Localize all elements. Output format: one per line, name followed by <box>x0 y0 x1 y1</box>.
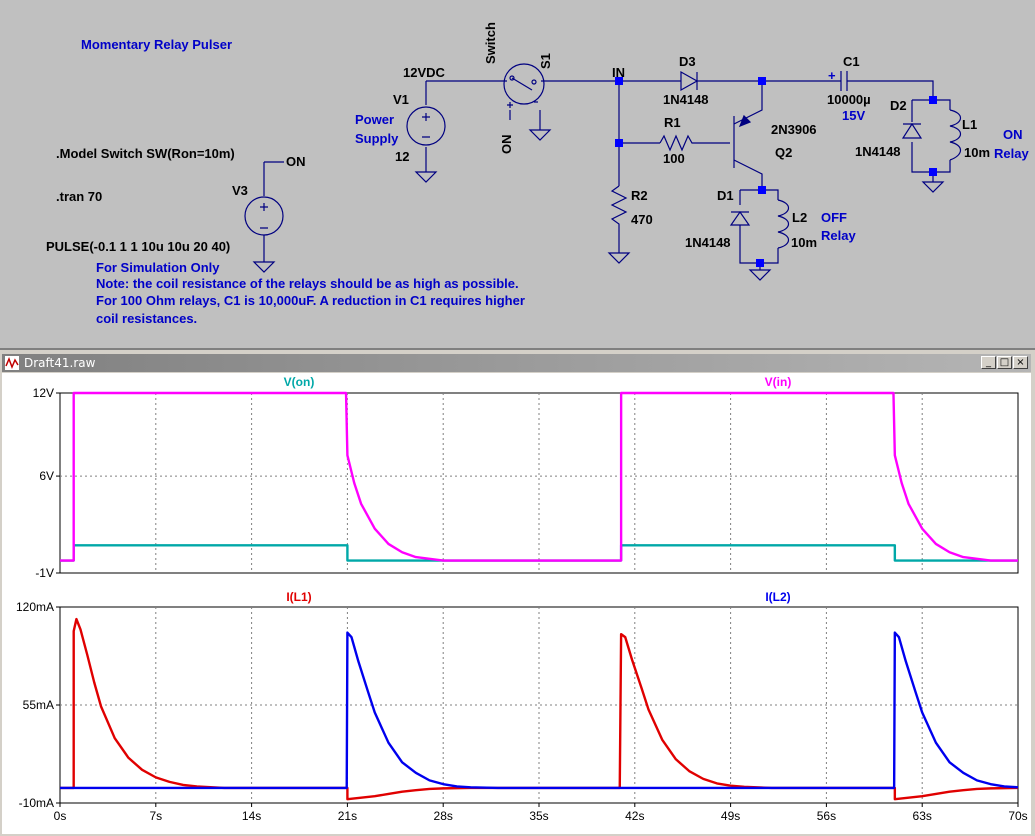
v3-source-icon[interactable] <box>244 196 284 236</box>
trace-legend-label[interactable]: V(on) <box>284 375 315 389</box>
plot-pane-voltage[interactable]: 12V 6V -1V V(on) V(in) <box>33 375 1019 580</box>
x-tick-label: 7s <box>149 809 162 823</box>
note-line-2: For 100 Ohm relays, C1 is 10,000uF. A re… <box>96 293 525 308</box>
inductor-l2-icon[interactable] <box>777 199 790 249</box>
switch-label: Switch <box>483 22 498 64</box>
x-tick-label: 35s <box>529 809 548 823</box>
x-tick-label: 28s <box>434 809 453 823</box>
x-tick-label: 56s <box>817 809 836 823</box>
schematic-title: Momentary Relay Pulser <box>81 37 232 52</box>
trace-i-l2[interactable] <box>60 631 1019 790</box>
switch-s1-icon[interactable] <box>503 63 545 108</box>
d3-model: 1N4148 <box>663 92 709 107</box>
waveform-window[interactable]: Draft41.raw _ □ × 12V 6V -1V V(on) V(in) 120m… <box>0 352 1035 836</box>
v1-value: 12 <box>395 149 409 164</box>
power-label: Power <box>355 112 394 127</box>
x-tick-label: 21s <box>338 809 357 823</box>
maximize-button[interactable]: □ <box>997 356 1012 369</box>
waveform-app-icon <box>5 356 19 370</box>
d2-label: D2 <box>890 98 907 113</box>
c1-label: C1 <box>843 54 860 69</box>
diode-d2-icon[interactable] <box>901 122 923 139</box>
note-line-1: Note: the coil resistance of the relays … <box>96 276 519 291</box>
d1-label: D1 <box>717 188 734 203</box>
plot-pane-current[interactable]: 120mA 55mA -10mA I(L1) I(L2) 0s 7s 14s 21s 28s 35s… <box>16 590 1028 823</box>
x-tick-label: 63s <box>913 809 932 823</box>
net-label-in: IN <box>612 65 625 80</box>
r2-label: R2 <box>631 188 648 203</box>
window-title: Draft41.raw <box>24 356 96 370</box>
y-tick-label: 12V <box>33 386 54 400</box>
off-label: OFF <box>821 210 847 225</box>
trace-legend-label[interactable]: I(L1) <box>286 590 311 604</box>
d2-model: 1N4148 <box>855 144 901 159</box>
s1-label: S1 <box>538 53 553 69</box>
y-tick-label: -1V <box>35 566 54 580</box>
l1-label: L1 <box>962 117 977 132</box>
v3-on-net-label: ON <box>286 154 306 169</box>
l2-label: L2 <box>792 210 807 225</box>
v1-source-icon[interactable] <box>406 106 446 146</box>
ground-symbols <box>252 129 945 281</box>
note-line-3: coil resistances. <box>96 311 197 326</box>
x-tick-label: 14s <box>242 809 261 823</box>
r2-value: 470 <box>631 212 653 227</box>
pulse-spec: PULSE(-0.1 1 1 10u 10u 20 40) <box>46 239 230 254</box>
minimize-button[interactable]: _ <box>981 356 996 369</box>
c1-plus-mark: + <box>828 68 836 83</box>
close-button[interactable]: × <box>1013 356 1028 369</box>
v3-label: V3 <box>232 183 248 198</box>
c1-value: 10000µ <box>827 92 871 107</box>
tran-directive: .tran 70 <box>56 189 102 204</box>
y-tick-label: -10mA <box>19 796 54 810</box>
resistor-r1-icon[interactable] <box>659 134 696 152</box>
model-directive: .Model Switch SW(Ron=10m) <box>56 146 235 161</box>
supply-label: Supply <box>355 131 399 146</box>
trace-v-in[interactable] <box>60 391 1018 562</box>
d3-label: D3 <box>679 54 696 69</box>
diode-d1-icon[interactable] <box>729 210 751 226</box>
q2-model: 2N3906 <box>771 122 817 137</box>
q2-label: Q2 <box>775 145 792 160</box>
waveform-plot[interactable]: 12V 6V -1V V(on) V(in) 120mA 55mA -10mA I(L1) I(L… <box>2 373 1031 834</box>
y-tick-label: 55mA <box>23 698 54 712</box>
net-label-12vdc: 12VDC <box>403 65 446 80</box>
off-relay-label: Relay <box>821 228 856 243</box>
trace-i-l1[interactable] <box>60 617 1019 801</box>
x-tick-label: 0s <box>54 809 67 823</box>
r1-value: 100 <box>663 151 685 166</box>
trace-legend-label[interactable]: I(L2) <box>765 590 790 604</box>
r1-label: R1 <box>664 115 681 130</box>
v1-label: V1 <box>393 92 409 107</box>
sim-only-label: For Simulation Only <box>96 260 220 275</box>
trace-legend-label[interactable]: V(in) <box>765 375 792 389</box>
c1-voltage: 15V <box>842 108 865 123</box>
plot-area[interactable]: 12V 6V -1V V(on) V(in) 120mA 55mA -10mA I(L1) I(L… <box>2 373 1031 834</box>
x-tick-label: 42s <box>625 809 644 823</box>
on-relay-label: Relay <box>994 146 1029 161</box>
d1-model: 1N4148 <box>685 235 731 250</box>
waveform-titlebar[interactable]: Draft41.raw _ □ × <box>2 354 1031 372</box>
x-tick-label: 70s <box>1008 809 1027 823</box>
l2-value: 10m <box>791 235 817 250</box>
schematic-wires <box>263 80 951 270</box>
y-tick-label: 120mA <box>16 600 54 614</box>
l1-value: 10m <box>964 145 990 160</box>
junction-dots <box>615 77 937 267</box>
y-tick-label: 6V <box>39 469 54 483</box>
switch-on-label: ON <box>499 135 514 155</box>
schematic-canvas[interactable]: Momentary Relay Pulser .Model Switch SW(… <box>0 0 1035 350</box>
diode-d3-icon[interactable] <box>680 70 699 92</box>
transistor-q2-icon[interactable] <box>738 114 752 128</box>
x-tick-label: 49s <box>721 809 740 823</box>
inductor-l1-icon[interactable] <box>949 109 962 161</box>
resistor-r2-icon[interactable] <box>610 185 628 232</box>
on-relay-on-label: ON <box>1003 127 1023 142</box>
schematic-editor[interactable]: Momentary Relay Pulser .Model Switch SW(… <box>0 0 1035 350</box>
capacitor-c1-icon[interactable] <box>829 71 857 91</box>
